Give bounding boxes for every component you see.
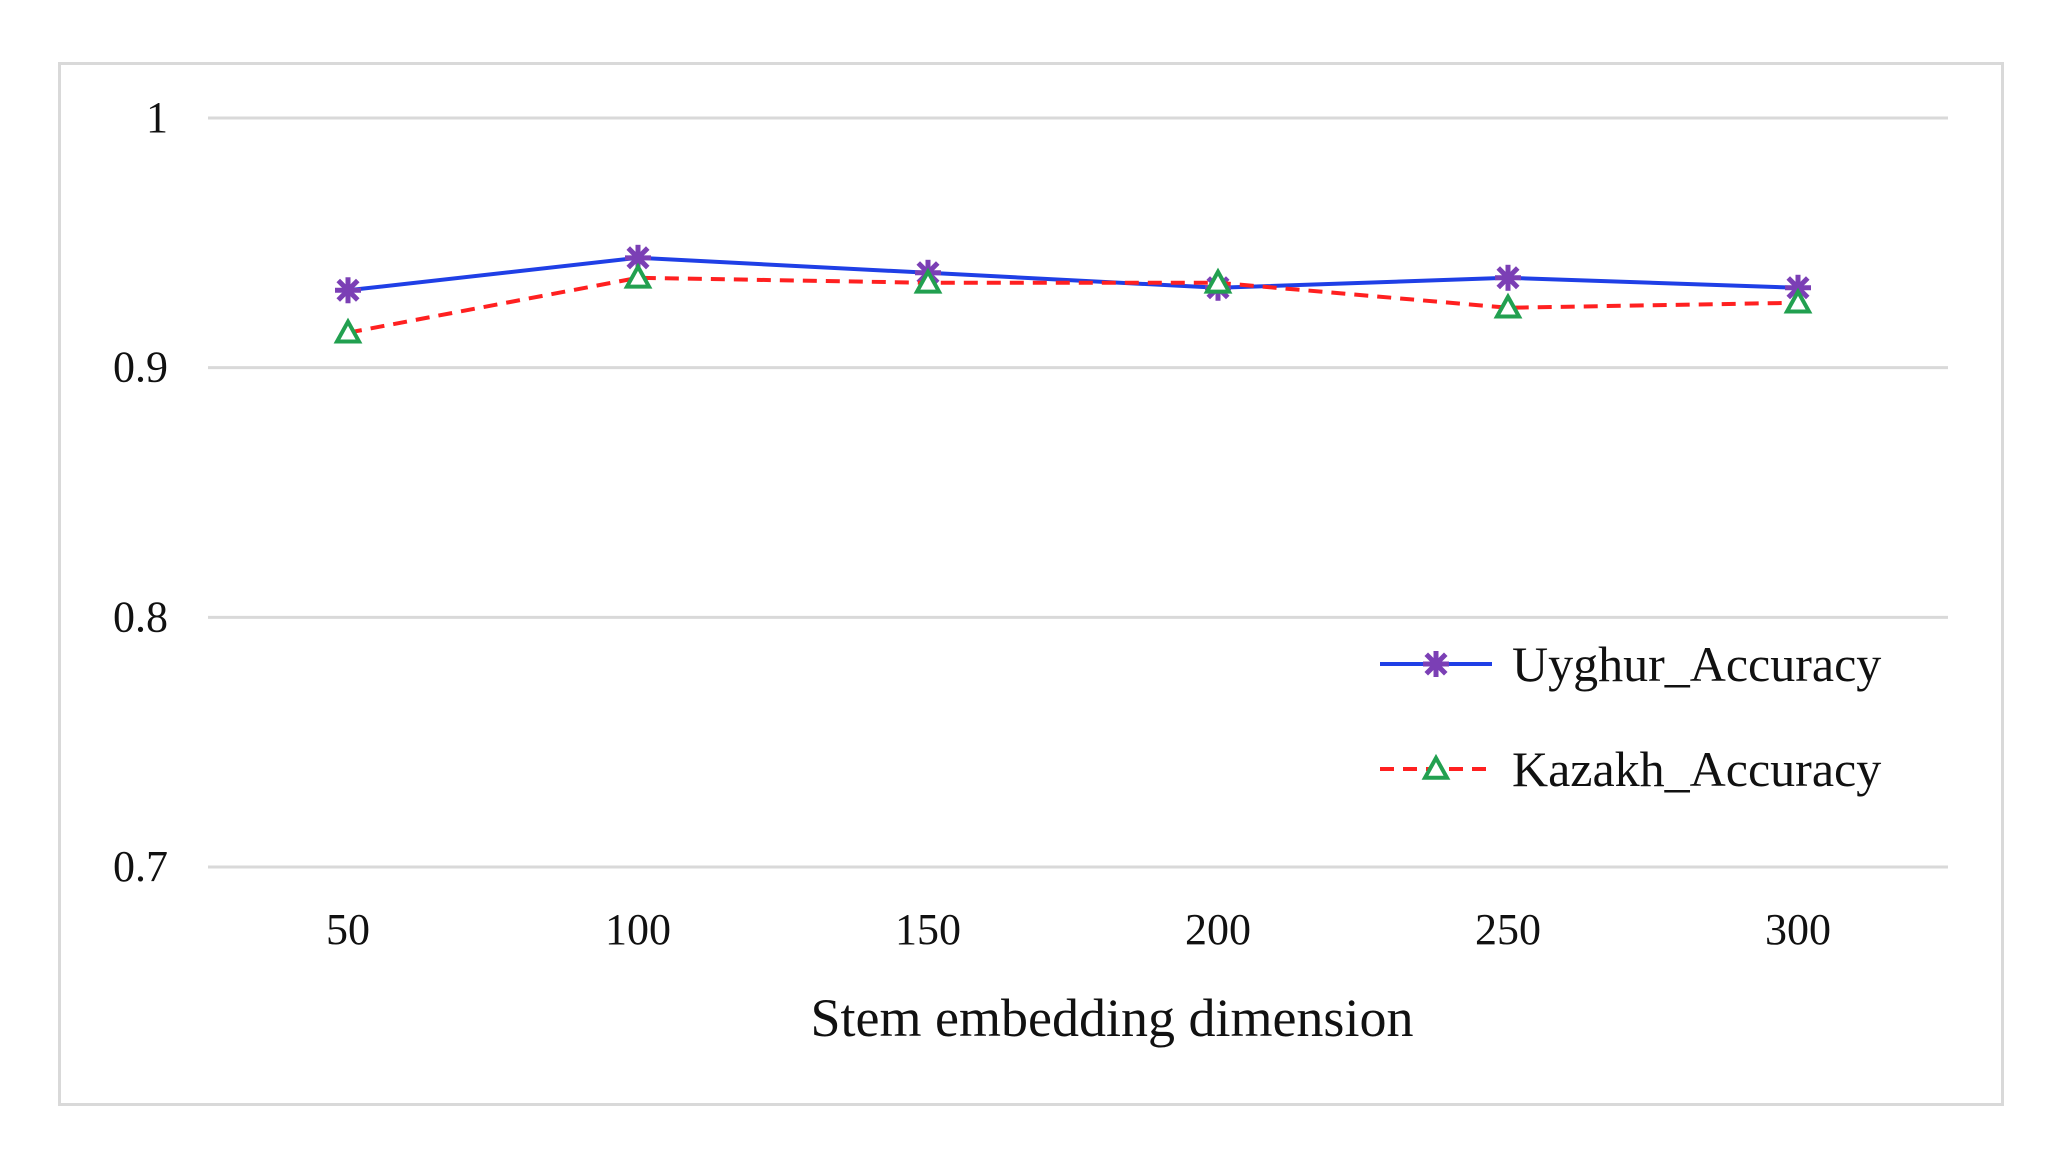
data-point xyxy=(333,317,363,344)
x-tick-label: 150 xyxy=(895,905,961,954)
data-point xyxy=(623,262,653,289)
x-tick-label: 300 xyxy=(1765,905,1831,954)
x-tick-label: 50 xyxy=(326,905,370,954)
legend-label: Kazakh_Accuracy xyxy=(1512,741,1881,797)
y-tick-label: 0.9 xyxy=(113,343,168,392)
y-tick-label: 0.7 xyxy=(113,842,168,891)
x-axis-title: Stem embedding dimension xyxy=(811,988,1414,1048)
data-point xyxy=(1495,264,1521,291)
series-line-kazakh-accuracy xyxy=(347,275,1799,335)
x-tick-label: 200 xyxy=(1185,905,1251,954)
data-point xyxy=(335,277,361,304)
x-tick-label: 250 xyxy=(1475,905,1541,954)
legend-marker xyxy=(1421,753,1451,780)
data-point xyxy=(1783,287,1813,314)
legend-label: Uyghur_Accuracy xyxy=(1512,636,1881,692)
series-line-uyghur-accuracy xyxy=(347,255,1799,293)
y-tick-label: 1 xyxy=(146,93,168,142)
y-tick-label: 0.8 xyxy=(113,592,168,641)
data-point xyxy=(1203,267,1233,294)
chart-frame xyxy=(58,62,2004,1106)
data-point xyxy=(1493,292,1523,319)
x-tick-label: 100 xyxy=(605,905,671,954)
data-point xyxy=(913,267,943,294)
legend-marker xyxy=(1423,651,1449,677)
